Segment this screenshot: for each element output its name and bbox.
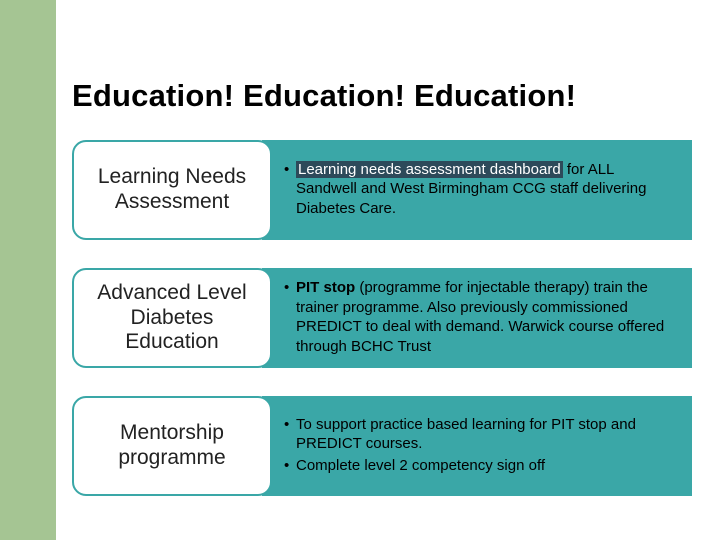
desc-mentorship: To support practice based learning for P… — [262, 396, 692, 496]
desc-advanced-level: PIT stop (programme for injectable thera… — [262, 268, 692, 368]
label-learning-needs: Learning Needs Assessment — [72, 140, 272, 240]
row-learning-needs: Learning Needs Assessment Learning needs… — [72, 140, 692, 240]
bullet: PIT stop (programme for injectable thera… — [284, 278, 678, 356]
bullet: Learning needs assessment dashboard for … — [284, 160, 678, 219]
page-title: Education! Education! Education! — [72, 78, 576, 114]
bold-text: PIT stop — [296, 279, 355, 296]
content-area: Learning Needs Assessment Learning needs… — [72, 140, 692, 524]
row-mentorship: Mentorship programme To support practice… — [72, 396, 692, 496]
desc-learning-needs: Learning needs assessment dashboard for … — [262, 140, 692, 240]
bullet: Complete level 2 competency sign off — [284, 456, 678, 476]
bullet: To support practice based learning for P… — [284, 415, 678, 454]
label-mentorship: Mentorship programme — [72, 396, 272, 496]
row-advanced-level: Advanced Level Diabetes Education PIT st… — [72, 268, 692, 368]
left-sidebar — [0, 0, 56, 540]
highlight-text: Learning needs assessment dashboard — [296, 161, 563, 178]
label-advanced-level: Advanced Level Diabetes Education — [72, 268, 272, 368]
